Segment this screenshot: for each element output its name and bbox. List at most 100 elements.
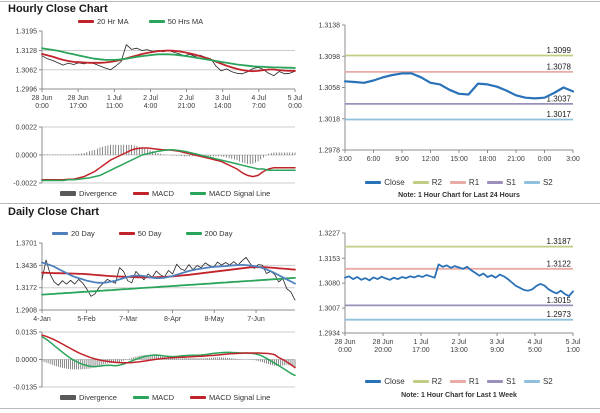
s2-wk-swatch [523, 380, 540, 383]
svg-text:3 Jul: 3 Jul [490, 339, 505, 346]
ma50day-swatch [118, 232, 135, 235]
svg-text:1.3037: 1.3037 [547, 94, 572, 103]
svg-text:28 Jun: 28 Jun [31, 95, 52, 102]
svg-text:-0.0135: -0.0135 [13, 385, 37, 392]
svg-text:17:00: 17:00 [69, 103, 87, 110]
svg-text:0:00: 0:00 [288, 103, 302, 110]
svg-text:1 Jul: 1 Jul [414, 339, 429, 346]
close-wk-label: Close [384, 377, 405, 386]
hourly-macd-chart: 0.0022 0.0000 -0.0022 [13, 125, 296, 188]
svg-text:7-Mar: 7-Mar [119, 316, 138, 323]
svg-text:1.3701: 1.3701 [16, 241, 38, 248]
macd-label: MACD [151, 189, 175, 198]
s2-wk-label: S2 [542, 377, 553, 386]
close-label: Close [384, 178, 405, 187]
macd-daily-swatch [132, 396, 149, 399]
svg-text:1.2996: 1.2996 [16, 87, 38, 94]
ma50hr-swatch [148, 20, 165, 23]
macd-daily-label: MACD [151, 393, 175, 402]
svg-text:14:00: 14:00 [214, 103, 232, 110]
ma200day-label: 200 Day [204, 229, 233, 238]
close-wk-swatch [365, 380, 382, 383]
svg-text:1:00: 1:00 [566, 347, 580, 354]
legend-item-divergence-daily: Divergence [60, 393, 117, 402]
svg-text:1.3436: 1.3436 [16, 263, 38, 270]
svg-text:1.3078: 1.3078 [547, 62, 572, 71]
divergence-label: Divergence [79, 189, 117, 198]
macd-swatch [132, 192, 149, 195]
svg-text:1.3062: 1.3062 [16, 67, 38, 74]
svg-text:1.2934: 1.2934 [319, 331, 341, 338]
legend-item-close: Close [365, 178, 405, 187]
divergence-swatch [60, 191, 76, 196]
svg-text:15:00: 15:00 [450, 156, 468, 163]
legend-item-close-wk: Close [365, 377, 405, 386]
s1-wk-label: S1 [506, 377, 516, 386]
s1-wk-swatch [487, 380, 504, 383]
legend-item-r1-wk: R1 [449, 377, 480, 386]
svg-text:1.3227: 1.3227 [319, 231, 341, 238]
svg-text:1.2908: 1.2908 [16, 308, 38, 315]
legend-item-s2: S2 [523, 178, 553, 187]
svg-text:4:00: 4:00 [144, 103, 158, 110]
svg-text:1.3195: 1.3195 [16, 29, 38, 36]
svg-text:7-Jun: 7-Jun [247, 316, 265, 323]
s1-label: S1 [506, 178, 516, 187]
svg-text:0.0135: 0.0135 [16, 330, 38, 337]
svg-text:1.3007: 1.3007 [319, 306, 341, 313]
macd-signal-swatch [190, 192, 207, 195]
daily-ma-legend: 20 Day 50 Day 200 Day [52, 229, 232, 238]
svg-text:1.3058: 1.3058 [319, 85, 341, 92]
ma50hr-label: 50 Hrs MA [167, 17, 204, 26]
legend-item-macd-daily: MACD [132, 393, 175, 402]
svg-text:1.3122: 1.3122 [547, 259, 572, 268]
svg-text:28 Jun: 28 Jun [68, 95, 89, 102]
legend-item-macd-signal-daily: MACD Signal Line [190, 393, 270, 402]
legend-item-20hr-ma: 20 Hr MA [78, 17, 129, 26]
divergence-daily-swatch [60, 395, 76, 400]
divider-middle [0, 203, 600, 204]
svg-text:1.3080: 1.3080 [319, 281, 341, 288]
svg-text:1.3017: 1.3017 [547, 110, 572, 119]
svg-text:28 Jun: 28 Jun [334, 339, 355, 346]
svg-text:21:00: 21:00 [507, 156, 525, 163]
r2-label: R2 [431, 178, 442, 187]
divergence-daily-label: Divergence [79, 393, 117, 402]
svg-text:1.2978: 1.2978 [319, 148, 341, 155]
svg-text:21:00: 21:00 [178, 103, 196, 110]
close-swatch [365, 181, 382, 184]
r1-wk-label: R1 [468, 377, 480, 386]
svg-text:20:00: 20:00 [374, 347, 392, 354]
r2-wk-swatch [412, 380, 429, 383]
svg-text:13:00: 13:00 [450, 347, 468, 354]
macd-signal-daily-swatch [190, 396, 207, 399]
ma20day-label: 20 Day [71, 229, 95, 238]
legend-item-r1: R1 [449, 178, 480, 187]
note-24h: Note: 1 Hour Chart for Last 24 Hours [398, 192, 520, 199]
macd-signal-label: MACD Signal Line [209, 189, 271, 198]
daily-macd-chart: 0.0135 0.0000 -0.0135 [13, 330, 296, 392]
r2-swatch [412, 181, 429, 184]
svg-text:4-Jan: 4-Jan [33, 316, 51, 323]
macd-signal-daily-label: MACD Signal Line [209, 393, 271, 402]
svg-text:3:00: 3:00 [338, 156, 352, 163]
svg-text:1.3172: 1.3172 [16, 285, 38, 292]
svg-text:3:00: 3:00 [566, 156, 580, 163]
legend-item-r2-wk: R2 [412, 377, 442, 386]
r1-label: R1 [468, 178, 480, 187]
svg-text:1.3015: 1.3015 [547, 296, 572, 305]
legend-item-200day: 200 Day [185, 229, 233, 238]
pivot-week-legend: Close R2 R1 S1 S2 [345, 377, 573, 386]
svg-text:9:00: 9:00 [395, 156, 409, 163]
ma200day-swatch [185, 232, 202, 235]
r1-swatch [449, 181, 466, 184]
svg-text:8-May: 8-May [205, 316, 225, 323]
ma20day-swatch [52, 232, 68, 235]
ma20hr-label: 20 Hr MA [97, 17, 129, 26]
svg-text:12:00: 12:00 [422, 156, 440, 163]
divider-top [0, 1, 600, 2]
